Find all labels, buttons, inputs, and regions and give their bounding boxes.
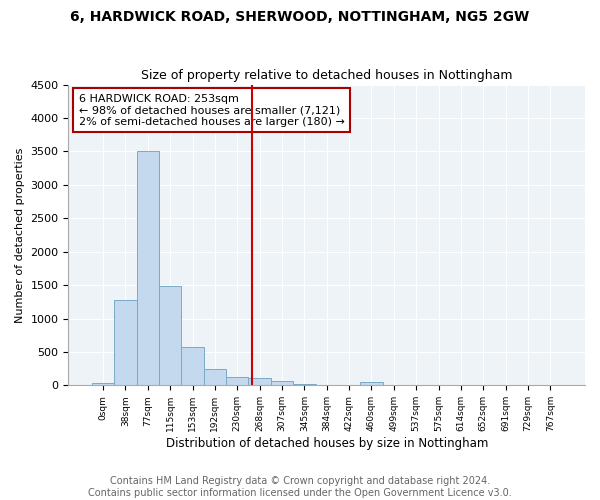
Y-axis label: Number of detached properties: Number of detached properties: [15, 148, 25, 322]
Title: Size of property relative to detached houses in Nottingham: Size of property relative to detached ho…: [141, 69, 512, 82]
Text: 6 HARDWICK ROAD: 253sqm
← 98% of detached houses are smaller (7,121)
2% of semi-: 6 HARDWICK ROAD: 253sqm ← 98% of detache…: [79, 94, 344, 127]
Bar: [360, 382, 383, 386]
Bar: [204, 368, 226, 386]
Bar: [271, 382, 293, 386]
Bar: [181, 346, 204, 386]
Bar: [114, 300, 137, 386]
Text: Contains HM Land Registry data © Crown copyright and database right 2024.
Contai: Contains HM Land Registry data © Crown c…: [88, 476, 512, 498]
Text: 6, HARDWICK ROAD, SHERWOOD, NOTTINGHAM, NG5 2GW: 6, HARDWICK ROAD, SHERWOOD, NOTTINGHAM, …: [70, 10, 530, 24]
Bar: [92, 384, 114, 386]
Bar: [159, 286, 181, 386]
Bar: [248, 378, 271, 386]
X-axis label: Distribution of detached houses by size in Nottingham: Distribution of detached houses by size …: [166, 437, 488, 450]
Bar: [293, 384, 316, 386]
Bar: [137, 152, 159, 386]
Bar: [226, 376, 248, 386]
